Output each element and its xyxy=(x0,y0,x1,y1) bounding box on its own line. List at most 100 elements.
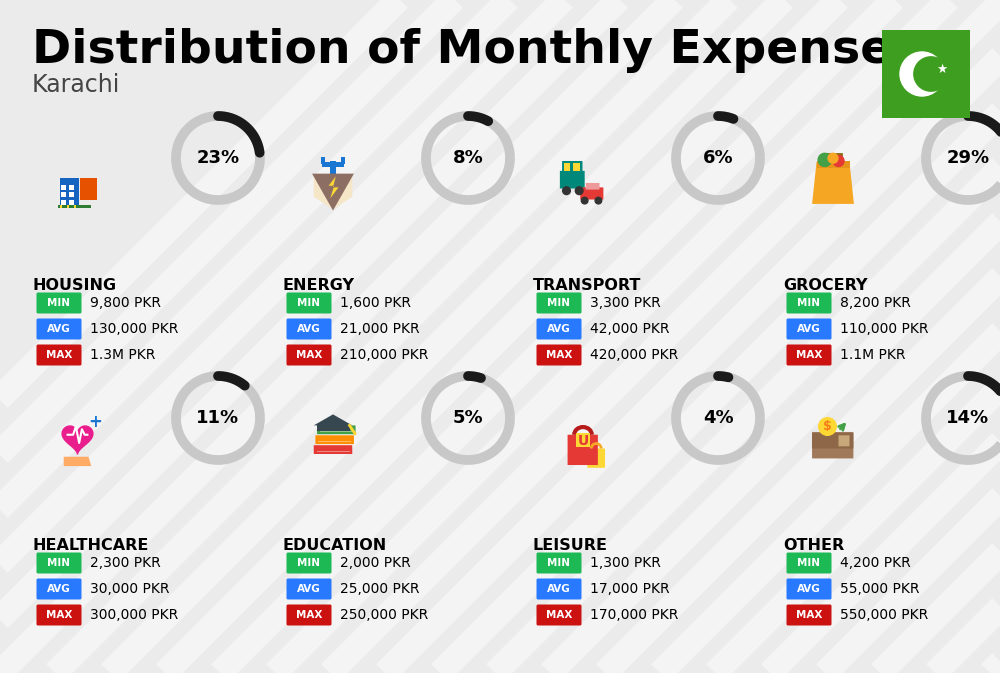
Text: 1.1M PKR: 1.1M PKR xyxy=(840,348,906,362)
Text: MAX: MAX xyxy=(46,350,72,360)
Text: MAX: MAX xyxy=(796,350,822,360)
Bar xyxy=(316,451,350,452)
Text: 250,000 PKR: 250,000 PKR xyxy=(340,608,428,622)
Text: MIN: MIN xyxy=(548,558,570,568)
Polygon shape xyxy=(314,175,352,209)
Bar xyxy=(320,431,353,432)
Circle shape xyxy=(819,418,836,435)
Text: 17,000 PKR: 17,000 PKR xyxy=(590,582,670,596)
FancyBboxPatch shape xyxy=(587,448,605,468)
FancyBboxPatch shape xyxy=(536,604,582,625)
FancyBboxPatch shape xyxy=(36,318,82,339)
FancyBboxPatch shape xyxy=(812,432,853,458)
FancyBboxPatch shape xyxy=(317,425,356,434)
Text: 1,300 PKR: 1,300 PKR xyxy=(590,556,661,570)
Text: OTHER: OTHER xyxy=(783,538,844,553)
Bar xyxy=(60,205,62,209)
FancyBboxPatch shape xyxy=(812,433,853,448)
Text: AVG: AVG xyxy=(47,324,71,334)
Text: MIN: MIN xyxy=(48,298,70,308)
Text: 4,200 PKR: 4,200 PKR xyxy=(840,556,911,570)
Text: MIN: MIN xyxy=(798,298,820,308)
Bar xyxy=(61,200,66,205)
Text: 55,000 PKR: 55,000 PKR xyxy=(840,582,920,596)
Text: 14%: 14% xyxy=(946,409,990,427)
Circle shape xyxy=(581,197,588,204)
Bar xyxy=(69,200,74,205)
Text: 1.3M PKR: 1.3M PKR xyxy=(90,348,155,362)
FancyBboxPatch shape xyxy=(36,604,82,625)
Circle shape xyxy=(563,187,570,194)
Text: MAX: MAX xyxy=(46,610,72,620)
FancyBboxPatch shape xyxy=(287,293,332,314)
Bar xyxy=(321,157,325,164)
Bar xyxy=(69,184,74,190)
FancyBboxPatch shape xyxy=(287,318,332,339)
Circle shape xyxy=(330,423,336,428)
Text: AVG: AVG xyxy=(547,584,571,594)
FancyBboxPatch shape xyxy=(786,553,832,573)
FancyBboxPatch shape xyxy=(562,161,582,172)
Text: 29%: 29% xyxy=(946,149,990,167)
FancyBboxPatch shape xyxy=(536,553,582,573)
FancyBboxPatch shape xyxy=(287,553,332,573)
FancyBboxPatch shape xyxy=(287,604,332,625)
Text: $: $ xyxy=(823,420,832,433)
Text: 300,000 PKR: 300,000 PKR xyxy=(90,608,178,622)
Text: 11%: 11% xyxy=(196,409,240,427)
FancyBboxPatch shape xyxy=(838,435,850,446)
Text: HEALTHCARE: HEALTHCARE xyxy=(33,538,149,553)
Bar xyxy=(316,425,350,431)
FancyBboxPatch shape xyxy=(786,579,832,600)
Circle shape xyxy=(818,153,831,166)
Polygon shape xyxy=(64,457,91,466)
Text: 6%: 6% xyxy=(703,149,733,167)
Text: AVG: AVG xyxy=(797,324,821,334)
Text: MAX: MAX xyxy=(546,350,572,360)
Circle shape xyxy=(914,57,948,91)
FancyBboxPatch shape xyxy=(287,579,332,600)
Text: 5%: 5% xyxy=(453,409,483,427)
Text: 23%: 23% xyxy=(196,149,240,167)
FancyBboxPatch shape xyxy=(580,187,603,199)
Text: 25,000 PKR: 25,000 PKR xyxy=(340,582,420,596)
Text: 30,000 PKR: 30,000 PKR xyxy=(90,582,170,596)
FancyBboxPatch shape xyxy=(786,604,832,625)
FancyBboxPatch shape xyxy=(36,579,82,600)
Text: MAX: MAX xyxy=(296,350,322,360)
Text: 3,300 PKR: 3,300 PKR xyxy=(590,296,661,310)
FancyBboxPatch shape xyxy=(536,345,582,365)
Text: 130,000 PKR: 130,000 PKR xyxy=(90,322,178,336)
Text: AVG: AVG xyxy=(797,584,821,594)
Text: 2,000 PKR: 2,000 PKR xyxy=(340,556,411,570)
FancyBboxPatch shape xyxy=(586,183,600,190)
Bar xyxy=(69,192,74,197)
FancyBboxPatch shape xyxy=(560,171,585,188)
FancyBboxPatch shape xyxy=(536,318,582,339)
Bar xyxy=(74,205,76,209)
FancyBboxPatch shape xyxy=(36,293,82,314)
FancyBboxPatch shape xyxy=(536,293,582,314)
Text: 1,600 PKR: 1,600 PKR xyxy=(340,296,411,310)
Text: 420,000 PKR: 420,000 PKR xyxy=(590,348,678,362)
Text: MAX: MAX xyxy=(296,610,322,620)
Bar xyxy=(58,205,91,209)
Circle shape xyxy=(575,187,583,194)
Text: Karachi: Karachi xyxy=(32,73,120,97)
Bar xyxy=(61,192,66,197)
FancyBboxPatch shape xyxy=(882,30,970,118)
Text: AVG: AVG xyxy=(297,584,321,594)
FancyBboxPatch shape xyxy=(36,553,82,573)
Polygon shape xyxy=(62,426,93,454)
Text: 2,300 PKR: 2,300 PKR xyxy=(90,556,161,570)
Text: 8%: 8% xyxy=(453,149,483,167)
Polygon shape xyxy=(812,162,854,204)
FancyBboxPatch shape xyxy=(36,345,82,365)
Text: MIN: MIN xyxy=(548,298,570,308)
Bar xyxy=(67,205,69,209)
Text: GROCERY: GROCERY xyxy=(783,278,868,293)
Bar xyxy=(816,161,850,168)
Text: 8,200 PKR: 8,200 PKR xyxy=(840,296,911,310)
FancyBboxPatch shape xyxy=(568,435,598,465)
Text: AVG: AVG xyxy=(297,324,321,334)
